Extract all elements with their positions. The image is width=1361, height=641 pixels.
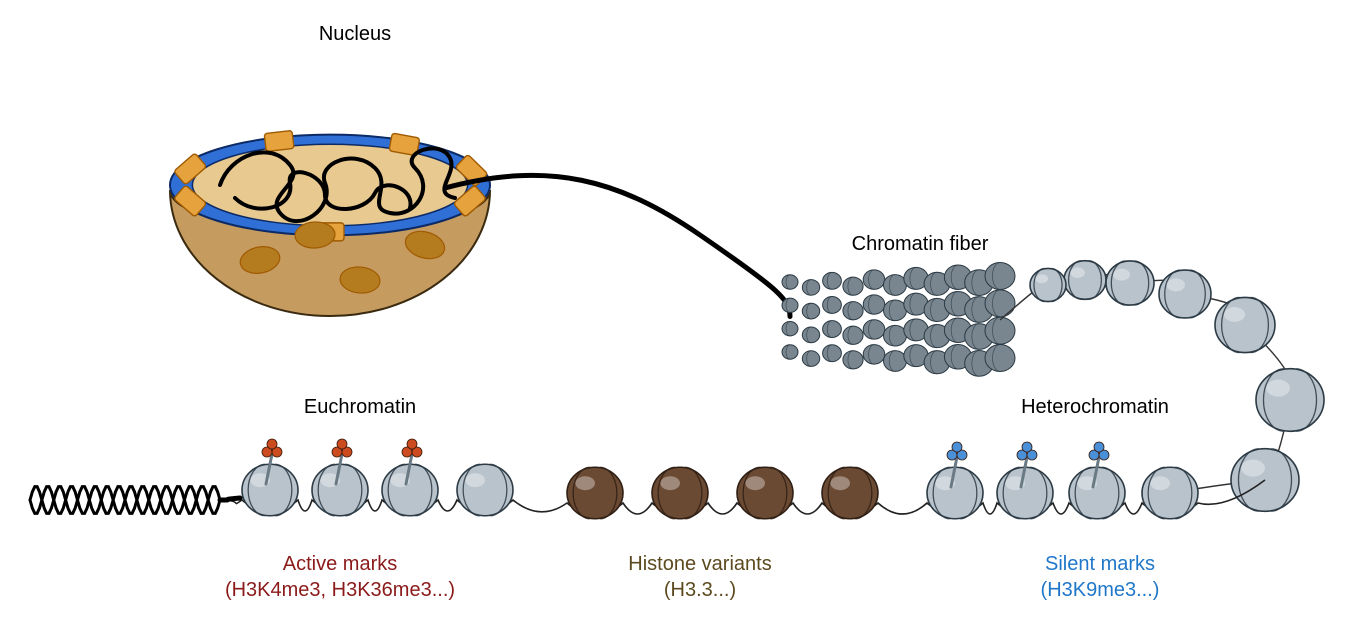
nucleosome xyxy=(1159,270,1211,318)
nucleosome xyxy=(312,464,368,516)
nucleosome xyxy=(997,467,1053,519)
nucleosome xyxy=(567,467,623,519)
nucleosome xyxy=(1256,369,1324,432)
caption-variants-1: Histone variants xyxy=(628,553,771,575)
nucleosome xyxy=(242,464,298,516)
nucleosome xyxy=(1030,268,1066,301)
chromatin-diagram: Nucleus Chromatin fiber Euchromatin Heteroc… xyxy=(0,0,1361,641)
caption-active-2: (H3K4me3, H3K36me3...) xyxy=(225,579,455,601)
nucleosome xyxy=(382,464,438,516)
nucleosome xyxy=(737,467,793,519)
caption-silent-2: (H3K9me3...) xyxy=(1041,579,1160,601)
nucleosome xyxy=(1064,261,1106,300)
caption-silent-1: Silent marks xyxy=(1045,553,1155,575)
dna-helix xyxy=(30,487,240,514)
nucleus xyxy=(170,130,790,316)
label-nucleus: Nucleus xyxy=(319,23,391,45)
caption-active-1: Active marks xyxy=(283,553,397,575)
nucleosome xyxy=(1142,467,1198,519)
nucleosome xyxy=(1069,467,1125,519)
label-chromatin-fiber: Chromatin fiber xyxy=(852,233,989,255)
caption-variants-2: (H3.3...) xyxy=(664,579,736,601)
nucleosome xyxy=(457,464,513,516)
nucleosome xyxy=(927,467,983,519)
nucleosome xyxy=(822,467,878,519)
label-heterochromatin: Heterochromatin xyxy=(1021,396,1169,418)
nucleosome xyxy=(1215,297,1275,352)
label-euchromatin: Euchromatin xyxy=(304,396,416,418)
nucleosome xyxy=(1106,261,1154,305)
chromatin-fiber xyxy=(782,263,1015,377)
nucleosome xyxy=(652,467,708,519)
